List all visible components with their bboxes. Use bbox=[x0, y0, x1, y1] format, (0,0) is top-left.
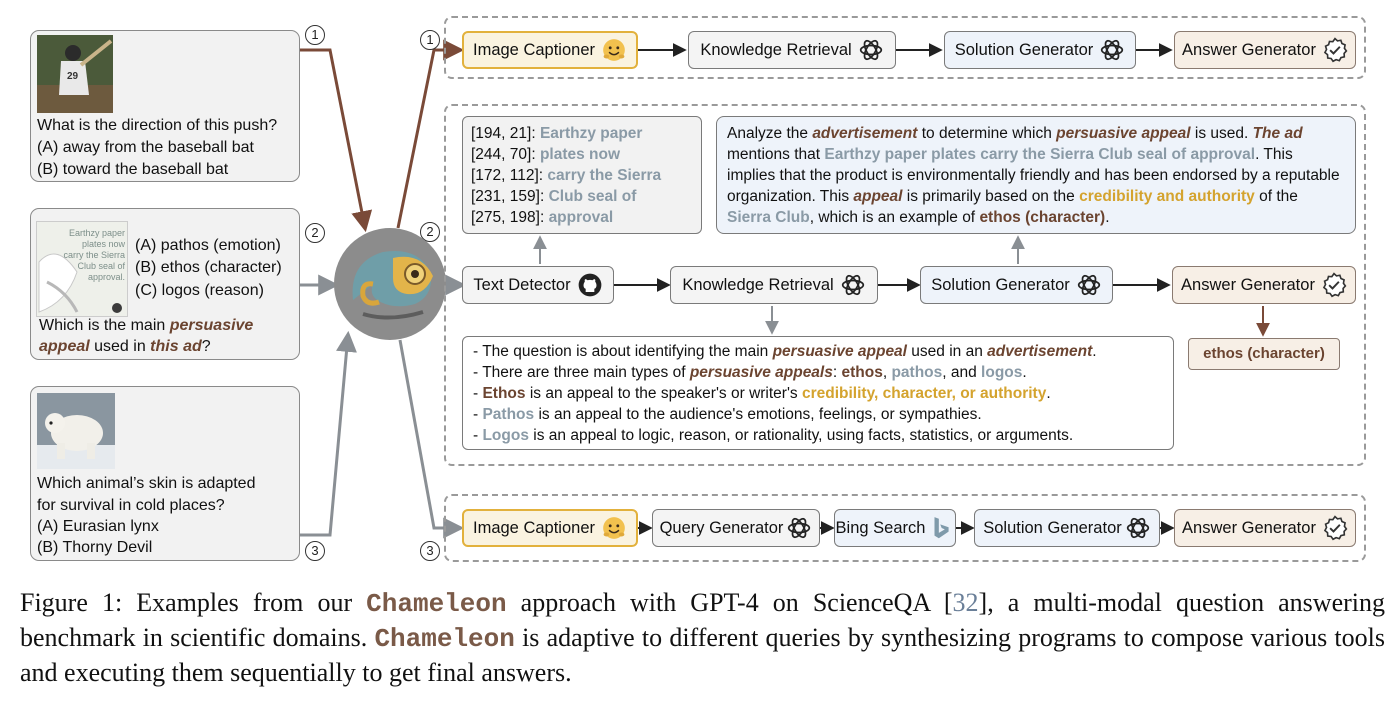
ocr-line: [172, 112]: carry the Sierra bbox=[471, 167, 662, 184]
openai-icon bbox=[1099, 37, 1125, 63]
row3-solution-generator: Solution Generator bbox=[974, 509, 1160, 547]
polar-bear-image bbox=[37, 393, 115, 469]
jersey-number: 29 bbox=[67, 71, 79, 82]
ocr-line: [194, 21]: Earthzy paper bbox=[471, 125, 643, 142]
ad-thumbnail-image: Earthzy paper plates now carry the Sierr… bbox=[36, 221, 128, 317]
solution-output-box: Analyze the advertisement to determine w… bbox=[716, 116, 1356, 234]
ocr-line: [275, 198]: approval bbox=[471, 209, 614, 226]
ocr-line: [244, 70]: plates now bbox=[471, 146, 621, 163]
openai-icon bbox=[786, 515, 812, 541]
check-badge-icon bbox=[1322, 515, 1348, 541]
check-badge-icon bbox=[1322, 37, 1348, 63]
pipeline-row-2 bbox=[444, 104, 1366, 466]
paper-plate-illustration bbox=[38, 253, 122, 313]
check-badge-icon bbox=[1321, 272, 1347, 298]
question-2-text-line2: appeal used in this ad? bbox=[39, 338, 211, 355]
row1-image-captioner: Image Captioner bbox=[462, 31, 638, 69]
step-number-2: 2 bbox=[305, 223, 325, 243]
pipeline-number-2: 2 bbox=[420, 222, 440, 242]
knowledge-line: - Ethos is an appeal to the speaker's or… bbox=[473, 385, 1051, 402]
question-2-option-c: (C) logos (reason) bbox=[135, 282, 264, 299]
bing-icon bbox=[928, 515, 954, 541]
question-3-text-line1: Which animal’s skin is adapted bbox=[37, 475, 256, 492]
step-number-1: 1 bbox=[305, 25, 325, 45]
question-3-text-line2: for survival in cold places? bbox=[37, 497, 225, 514]
row3-image-captioner: Image Captioner bbox=[462, 509, 638, 547]
row2-text-detector: Text Detector bbox=[462, 266, 614, 304]
row3-query-generator: Query Generator bbox=[652, 509, 820, 547]
question-card-2: Earthzy paper plates now carry the Sierr… bbox=[30, 208, 300, 360]
openai-icon bbox=[858, 37, 884, 63]
question-1-text: What is the direction of this push? bbox=[37, 117, 278, 134]
huggingface-icon bbox=[601, 37, 627, 63]
row1-knowledge-retrieval: Knowledge Retrieval bbox=[688, 31, 896, 69]
row2-solution-generator: Solution Generator bbox=[920, 266, 1113, 304]
ocr-line: [231, 159]: Club seal of bbox=[471, 188, 637, 205]
baseball-player-image: 29 bbox=[37, 35, 113, 113]
knowledge-line: - Pathos is an appeal to the audience's … bbox=[473, 406, 982, 423]
row1-solution-generator: Solution Generator bbox=[944, 31, 1136, 69]
question-2-option-a: (A) pathos (emotion) bbox=[135, 237, 281, 254]
question-3-option-b: (B) Thorny Devil bbox=[37, 539, 153, 556]
question-2-text-line1: Which is the main persuasive bbox=[39, 317, 254, 334]
row2-answer-generator: Answer Generator bbox=[1172, 266, 1356, 304]
knowledge-output-box: - The question is about identifying the … bbox=[462, 336, 1174, 450]
pipeline-number-3: 3 bbox=[420, 541, 440, 561]
row3-answer-generator: Answer Generator bbox=[1174, 509, 1356, 547]
question-2-option-b: (B) ethos (character) bbox=[135, 259, 282, 276]
openai-icon bbox=[1076, 272, 1102, 298]
final-answer-box: ethos (character) bbox=[1188, 338, 1340, 370]
openai-icon bbox=[1125, 515, 1151, 541]
question-1-option-b: (B) toward the baseball bat bbox=[37, 161, 229, 178]
row3-bing-search: Bing Search bbox=[834, 509, 956, 547]
huggingface-icon bbox=[601, 515, 627, 541]
ad-thumbnail-text: Earthzy paper plates now carry the Sierr… bbox=[63, 228, 125, 282]
row2-knowledge-retrieval: Knowledge Retrieval bbox=[670, 266, 878, 304]
pipeline-number-1: 1 bbox=[420, 30, 440, 50]
figure-caption: Figure 1: Examples from our Chameleon ap… bbox=[20, 588, 1385, 687]
step-number-3: 3 bbox=[305, 541, 325, 561]
question-3-option-a: (A) Eurasian lynx bbox=[37, 518, 159, 535]
pipeline-row-3 bbox=[444, 494, 1366, 562]
question-card-3: Which animal’s skin is adapted for survi… bbox=[30, 386, 300, 561]
github-icon bbox=[577, 272, 603, 298]
row1-answer-generator: Answer Generator bbox=[1174, 31, 1356, 69]
ocr-output-box: [194, 21]: Earthzy paper [244, 70]: plat… bbox=[462, 116, 702, 234]
knowledge-line: - Logos is an appeal to logic, reason, o… bbox=[473, 427, 1074, 444]
chameleon-logo bbox=[334, 228, 446, 340]
knowledge-line: - The question is about identifying the … bbox=[473, 343, 1097, 360]
knowledge-line: - There are three main types of persuasi… bbox=[473, 364, 1027, 381]
openai-icon bbox=[840, 272, 866, 298]
question-card-1: 29 What is the direction of this push? (… bbox=[30, 30, 300, 182]
question-1-option-a: (A) away from the baseball bat bbox=[37, 139, 254, 156]
pipeline-row-1 bbox=[444, 16, 1366, 79]
